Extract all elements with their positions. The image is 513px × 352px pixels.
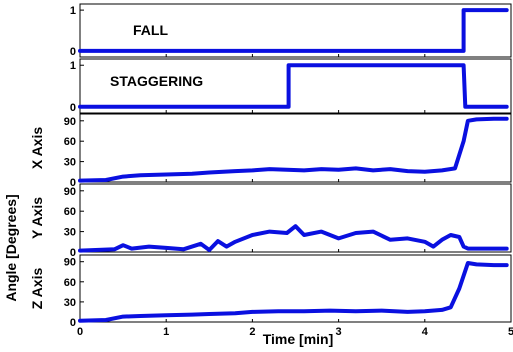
panel-frame — [79, 254, 512, 323]
panel-y-label: X Axis — [29, 127, 45, 169]
y-tick-label: 0 — [70, 102, 76, 114]
panel-label: FALL — [133, 22, 168, 38]
y-tick-label: 90 — [64, 257, 76, 269]
panel-fall: 0 1 FALL — [70, 3, 512, 58]
x-axis-label: Time [min] — [263, 331, 334, 347]
x-tick-label: 1 — [163, 326, 169, 338]
x-tick-label: 0 — [77, 326, 83, 338]
y-tick-label: 30 — [64, 157, 76, 169]
panel-frame — [79, 113, 512, 183]
y-tick-label: 0 — [70, 46, 76, 58]
panel-y-axis: 0 30 60 90 Y Axis — [29, 183, 512, 259]
series-line-staggering — [78, 63, 509, 109]
y-tick-label: 30 — [64, 297, 76, 309]
y-tick-label: 60 — [64, 206, 76, 218]
x-tick-label: 4 — [422, 326, 429, 338]
y-tick-label: 90 — [64, 186, 76, 198]
panel-x-axis: 0 30 60 90 X Axis — [29, 113, 512, 189]
y-tick-label: 60 — [64, 136, 76, 148]
series-line-z-axis — [78, 261, 509, 323]
y-tick-label: 60 — [64, 277, 76, 289]
x-tick-label: 5 — [508, 326, 513, 338]
panel-staggering: 0 1 STAGGERING — [70, 58, 512, 114]
y-tick-label: 0 — [70, 317, 76, 329]
x-tick-labels: 0 1 2 3 4 5 — [77, 326, 513, 338]
panel-frame — [79, 58, 512, 114]
y-tick-label: 30 — [64, 227, 76, 239]
y-tick-label: 1 — [70, 5, 76, 17]
x-tick-label: 2 — [249, 326, 255, 338]
panel-label: STAGGERING — [110, 73, 203, 89]
series-line-y-axis — [78, 224, 509, 253]
panel-frame — [79, 183, 512, 253]
x-tick-label: 3 — [336, 326, 342, 338]
y-tick-label: 1 — [70, 60, 76, 72]
series-line-fall — [78, 8, 509, 53]
panel-frame — [79, 3, 512, 58]
y-tick-label: 0 — [70, 247, 76, 259]
y-axis-shared-label: Angle [Degrees] — [3, 194, 19, 301]
y-tick-label: 90 — [64, 116, 76, 128]
series-line-x-axis — [78, 116, 509, 183]
panel-z-axis: 0 30 60 90 Z Axis — [29, 254, 512, 329]
y-tick-label: 0 — [70, 177, 76, 189]
panel-y-label: Y Axis — [29, 197, 45, 239]
panel-y-label: Z Axis — [29, 268, 45, 310]
